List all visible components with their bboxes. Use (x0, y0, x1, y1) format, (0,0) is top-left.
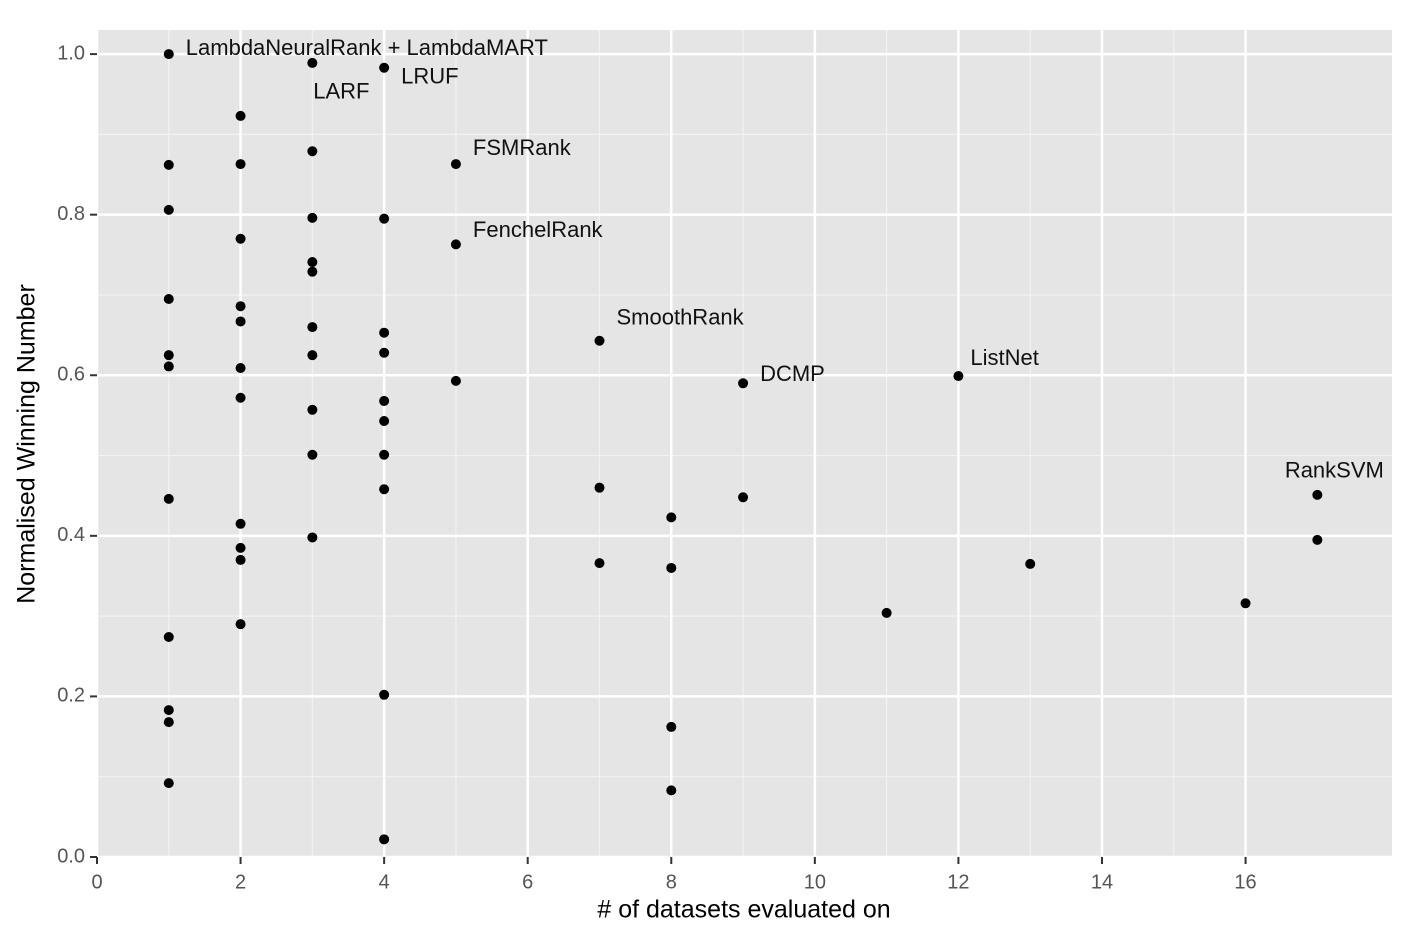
point (379, 347, 390, 358)
y-tick-label: 0.8 (57, 203, 85, 225)
point (307, 57, 318, 68)
point (307, 449, 318, 460)
point (235, 619, 246, 630)
point (379, 449, 390, 460)
point (235, 110, 246, 121)
y-axis-title: Normalised Winning Number (13, 284, 41, 604)
point (163, 705, 174, 716)
point-label: DCMP (760, 361, 825, 386)
x-tick-label: 10 (804, 871, 826, 893)
point-label: FSMRank (473, 135, 572, 160)
point-label: LARF (313, 79, 369, 104)
point (307, 322, 318, 333)
point (235, 301, 246, 312)
point (163, 717, 174, 728)
point (594, 482, 605, 493)
point-label: ListNet (970, 345, 1038, 370)
point (235, 554, 246, 565)
point (1312, 489, 1323, 500)
point (379, 213, 390, 224)
point (235, 316, 246, 327)
point (1025, 558, 1036, 569)
point (594, 335, 605, 346)
y-tick-label: 0.0 (57, 845, 85, 867)
point (307, 146, 318, 157)
point (379, 62, 390, 73)
point (163, 350, 174, 361)
x-tick-label: 0 (91, 871, 102, 893)
point (450, 159, 461, 170)
point (235, 233, 246, 244)
point (666, 512, 677, 523)
point (666, 562, 677, 573)
point-label: LRUF (401, 64, 458, 89)
point (1240, 598, 1251, 609)
point (450, 239, 461, 250)
x-tick-label: 12 (947, 871, 969, 893)
point (379, 484, 390, 495)
point (666, 721, 677, 732)
point-label: SmoothRank (616, 305, 744, 330)
point (163, 361, 174, 372)
x-tick-label: 6 (522, 871, 533, 893)
point-label: LambdaNeuralRank + LambdaMART (186, 35, 548, 60)
x-axis-title: # of datasets evaluated on (597, 896, 890, 924)
point (379, 327, 390, 338)
y-tick-label: 1.0 (57, 42, 85, 64)
point (235, 159, 246, 170)
point (881, 607, 892, 618)
y-tick-label: 0.2 (57, 685, 85, 707)
point (163, 493, 174, 504)
point (235, 518, 246, 529)
point (307, 212, 318, 223)
point (379, 834, 390, 845)
point (594, 558, 605, 569)
point (379, 416, 390, 427)
y-tick-label: 0.4 (57, 524, 85, 546)
point (379, 689, 390, 700)
point (163, 204, 174, 215)
point (450, 375, 461, 386)
point (163, 778, 174, 789)
point (235, 542, 246, 553)
point (163, 159, 174, 170)
point (953, 371, 964, 382)
x-tick-label: 16 (1234, 871, 1256, 893)
point (666, 785, 677, 796)
point (163, 632, 174, 643)
point (307, 266, 318, 277)
y-tick-label: 0.6 (57, 364, 85, 386)
x-tick-label: 8 (666, 871, 677, 893)
point-label: FenchelRank (473, 217, 604, 242)
point (235, 363, 246, 374)
point (163, 293, 174, 304)
x-tick-label: 2 (235, 871, 246, 893)
point (235, 392, 246, 403)
x-tick-label: 4 (379, 871, 390, 893)
point (738, 492, 749, 503)
point (163, 49, 174, 60)
x-tick-label: 14 (1091, 871, 1113, 893)
point (307, 350, 318, 361)
point-label: RankSVM (1285, 458, 1384, 483)
point (1312, 534, 1323, 545)
point (307, 257, 318, 268)
point (307, 404, 318, 415)
point (379, 395, 390, 406)
point (307, 532, 318, 543)
plot-panel (97, 30, 1392, 857)
point (738, 378, 749, 389)
